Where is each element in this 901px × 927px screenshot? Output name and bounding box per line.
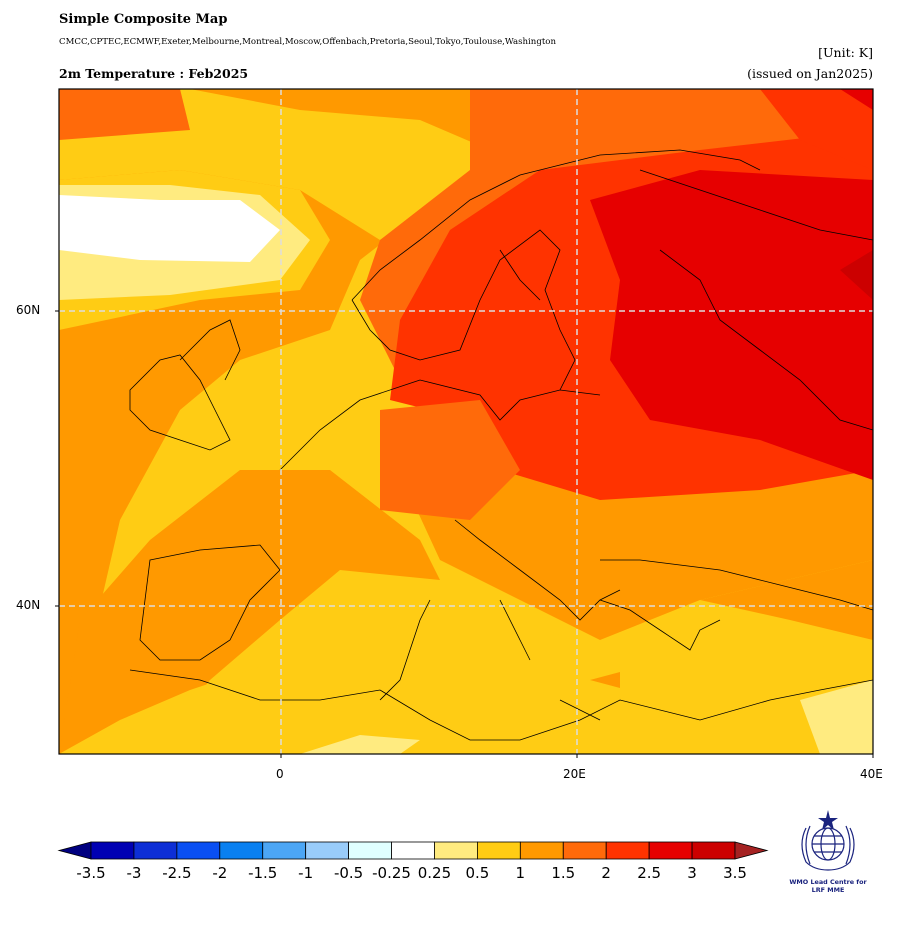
colorbar-label: -0.25 (372, 864, 411, 882)
colorbar-label: -1.5 (248, 864, 278, 882)
colorbar-label: -2 (212, 864, 228, 882)
lat-tick-40n: 40N (16, 598, 41, 612)
colorbar-label: -3.5 (76, 864, 106, 882)
lon-tick-20e: 20E (563, 767, 586, 781)
colorbar-label: -0.5 (333, 864, 364, 882)
colorbar-cell (605, 841, 650, 860)
colorbar-label: -3 (126, 864, 142, 882)
colorbar-under-arrow (57, 841, 92, 860)
colorbar-cell (90, 841, 135, 860)
colorbar-label: 1.5 (551, 864, 576, 882)
map-frame (58, 88, 874, 755)
colorbar-over-arrow (734, 841, 769, 860)
colorbar-cell (133, 841, 178, 860)
colorbar-label: 2 (601, 864, 611, 882)
anomaly-fill (59, 89, 873, 754)
model-list: CMCC,CPTEC,ECMWF,Exeter,Melbourne,Montre… (59, 37, 557, 47)
issued-label: (issued on Jan2025) (747, 66, 873, 81)
lat-tick-60n: 60N (16, 303, 41, 317)
colorbar-cell (562, 841, 607, 860)
unit-label: [Unit: K] (818, 45, 873, 60)
colorbar-label: 2.5 (637, 864, 662, 882)
colorbar-cell (691, 841, 736, 860)
colorbar-label: -2.5 (162, 864, 192, 882)
colorbar-label: 0.5 (465, 864, 490, 882)
colorbar-cell (262, 841, 307, 860)
lon-tick-40e: 40E (860, 767, 883, 781)
colorbar-cell (176, 841, 221, 860)
colorbar-cell (519, 841, 564, 860)
logo-caption: WMO Lead Centre for LRF MME (789, 878, 867, 894)
colorbar-cell (219, 841, 264, 860)
colorbar-cell (305, 841, 349, 860)
colorbar-label: 3 (687, 864, 697, 882)
lon-tick-0: 0 (276, 767, 284, 781)
colorbar-label: 0.25 (417, 864, 452, 882)
wmo-logo-icon (801, 810, 855, 871)
map-title: Simple Composite Map (59, 12, 228, 27)
colorbar-cell (648, 841, 693, 860)
colorbar-cell (391, 841, 435, 860)
colorbar-cell (348, 841, 392, 860)
colorbar-label: 3.5 (723, 864, 747, 882)
coastlines (129, 149, 873, 741)
colorbar-cell (434, 841, 478, 860)
colorbar-label: -1 (298, 864, 314, 882)
graticule (59, 89, 873, 754)
variable-title: 2m Temperature : Feb2025 (59, 66, 249, 81)
colorbar-label: 1 (515, 864, 526, 882)
colorbar-cell (476, 841, 521, 860)
